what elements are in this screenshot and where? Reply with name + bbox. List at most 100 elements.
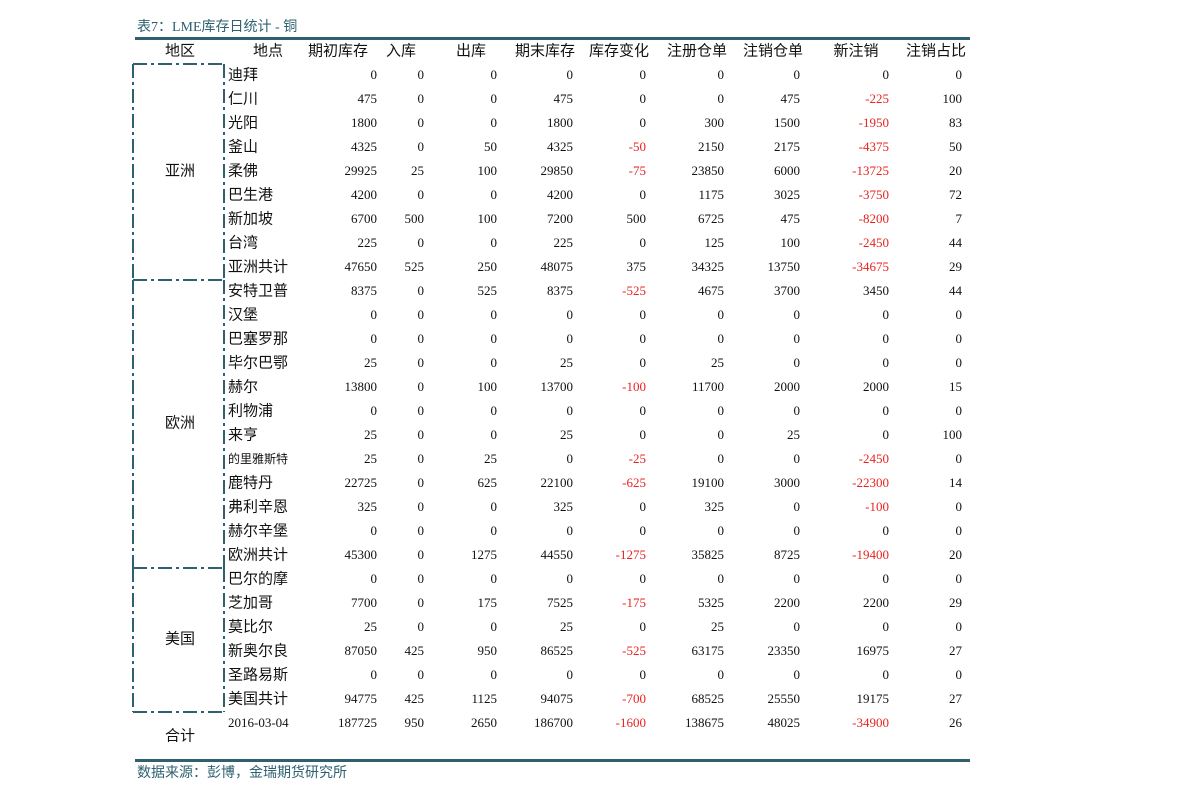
cell-value: 4200 [547,187,573,202]
cell-value: 225 [554,235,574,250]
column-header: 库存变化 [589,42,649,59]
cell-value: -2450 [859,235,889,250]
cell-value: 187725 [338,715,377,730]
cell-value: 25 [711,355,724,370]
cell-value: 2150 [698,139,724,154]
cell-value: 325 [705,499,725,514]
place-label: 欧洲共计 [228,546,288,563]
place-label: 的里雅斯特 [228,451,288,466]
cell-value: 0 [640,499,647,514]
cell-value: 1800 [351,115,377,130]
cell-value: 0 [883,331,890,346]
cell-value: 0 [794,619,801,634]
place-label: 安特卫普 [228,282,288,299]
cell-value: 0 [956,619,963,634]
cell-value: 0 [640,331,647,346]
cell-value: 0 [418,595,425,610]
cell-value: -525 [622,643,646,658]
cell-value: 0 [491,619,498,634]
column-header: 地区 [165,42,195,59]
cell-value: 125 [705,235,725,250]
cell-value: 0 [371,67,378,82]
cell-value: 0 [418,523,425,538]
cell-value: 0 [567,571,574,586]
cell-value: 0 [491,403,498,418]
cell-value: 625 [478,475,498,490]
cell-value: 25 [364,619,377,634]
cell-value: 23850 [692,163,725,178]
place-label: 巴生港 [228,186,273,203]
cell-value: 29925 [345,163,378,178]
cell-value: 0 [794,523,801,538]
cell-value: 0 [418,67,425,82]
cell-value: 50 [949,139,962,154]
cell-value: 2000 [863,379,889,394]
cell-value: 225 [358,235,378,250]
cell-value: 0 [491,187,498,202]
place-label: 圣路易斯 [228,666,288,683]
cell-value: 0 [418,571,425,586]
cell-value: 14 [949,475,963,490]
cell-value: -700 [622,691,646,706]
source: 数据来源：彭博，金瑞期货研究所 [137,764,347,781]
cell-value: 47650 [345,259,378,274]
cell-value: 29 [949,259,962,274]
cell-value: -25 [629,451,646,466]
cell-value: 0 [794,571,801,586]
cell-value: 48025 [768,715,801,730]
cell-value: 2650 [471,715,497,730]
cell-value: 25 [484,451,497,466]
cell-value: 0 [640,571,647,586]
cell-value: -50 [629,139,646,154]
place-label: 台湾 [228,234,258,251]
cell-value: 186700 [534,715,573,730]
cell-value: 0 [956,307,963,322]
cell-value: 0 [371,571,378,586]
cell-value: 0 [371,307,378,322]
cell-value: 13750 [768,259,801,274]
cell-value: 0 [883,403,890,418]
column-header: 出库 [456,42,486,59]
cell-value: -22300 [852,475,889,490]
cell-value: -525 [622,283,646,298]
cell-value: 0 [883,355,890,370]
cell-value: 83 [949,115,962,130]
cell-value: 0 [418,451,425,466]
cell-value: 0 [491,67,498,82]
cell-value: -3750 [859,187,889,202]
cell-value: 0 [567,667,574,682]
cell-value: 500 [405,211,425,226]
cell-value: 0 [491,499,498,514]
cell-value: 1275 [471,547,497,562]
cell-value: -225 [865,91,889,106]
cell-value: 0 [718,331,725,346]
cell-value: 16975 [857,643,890,658]
cell-value: 5325 [698,595,724,610]
cell-value: 0 [640,67,647,82]
cell-value: -1275 [616,547,646,562]
cell-value: 0 [418,499,425,514]
place-label: 巴尔的摩 [228,569,288,587]
cell-value: 0 [883,67,890,82]
cell-value: 0 [718,427,725,442]
cell-value: 8375 [547,283,573,298]
cell-value: 0 [718,307,725,322]
column-header: 期初库存 [308,42,368,59]
cell-value: 0 [491,523,498,538]
cell-value: 0 [418,139,425,154]
cell-value: 2200 [774,595,800,610]
cell-value: 1500 [774,115,800,130]
cell-value: 25 [711,619,724,634]
column-header: 注册仓单 [667,42,727,59]
cell-value: 0 [418,283,425,298]
cell-value: 0 [567,403,574,418]
cell-value: 100 [478,163,498,178]
cell-value: 35825 [692,547,725,562]
region-label: 亚洲 [165,163,195,179]
place-label: 亚洲共计 [228,258,288,275]
cell-value: -100 [622,379,646,394]
place-label: 汉堡 [228,306,258,323]
cell-value: 25 [560,619,573,634]
cell-value: 0 [956,667,963,682]
place-label: 莫比尔 [228,618,273,635]
